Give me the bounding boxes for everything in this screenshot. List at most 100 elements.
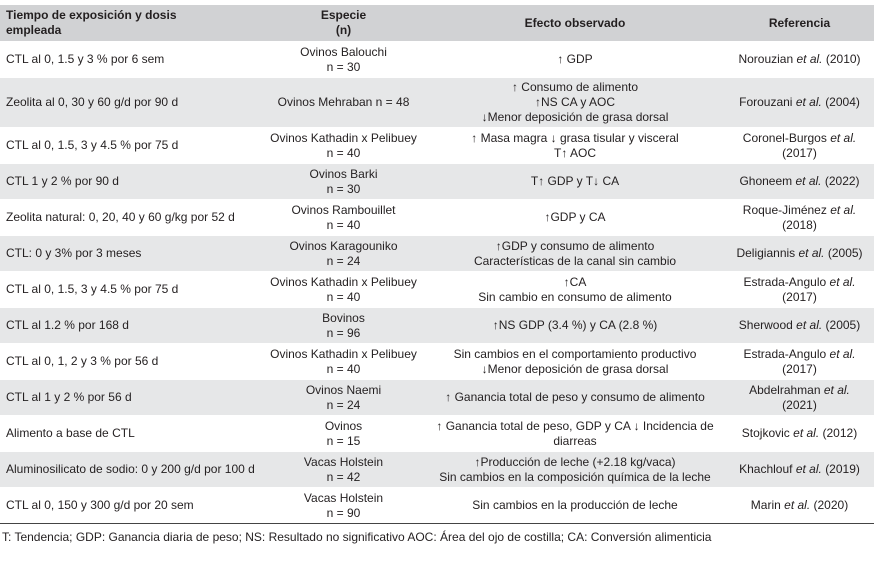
- ref-etal: et al.: [829, 274, 856, 289]
- cell-text: Ovinos Balouchi: [300, 44, 387, 59]
- cell-text: Ovinos Rambouillet: [291, 202, 396, 217]
- ref-author: Deligiannis: [736, 246, 796, 260]
- cell-text: Ovinos: [324, 418, 363, 433]
- ref-author: Ghoneem: [739, 174, 793, 188]
- ref-etal: et al.: [829, 346, 856, 361]
- ref-year: (2018): [782, 217, 817, 232]
- cell: ↑Producción de leche (+2.18 kg/vaca) Sin …: [425, 451, 725, 488]
- cell: Stojkovic et al. (2012): [725, 415, 874, 452]
- cell: CTL: 0 y 3% por 3 meses: [0, 235, 262, 272]
- ref-etal: et al.: [795, 95, 822, 109]
- ref-etal: et al.: [793, 426, 820, 440]
- header-text: Especie: [320, 8, 367, 22]
- cell: CTL al 0, 1, 2 y 3 % por 56 d: [0, 343, 262, 380]
- cell: ↑ GDP: [425, 41, 725, 78]
- cell-text: n = 42: [326, 469, 361, 484]
- cell: Roque-Jiménez et al. (2018): [725, 199, 874, 236]
- table-row: CTL al 0, 1.5, 3 y 4.5 % por 75 d Ovinos …: [0, 127, 874, 164]
- cell-text: T↑ GDP y T↓ CA: [530, 174, 620, 188]
- ref-author: Abdelrahman: [749, 382, 821, 397]
- cell: Ovinos Mehraban n = 48: [262, 77, 425, 128]
- cell: Ovinos Barki n = 30: [262, 163, 425, 200]
- cell: Vacas Holstein n = 42: [262, 451, 425, 488]
- cell-text: ↑ Consumo de alimento: [511, 80, 639, 94]
- ref-author: Roque-Jiménez: [742, 202, 827, 217]
- ref-year: (2017): [782, 289, 817, 304]
- cell: ↑ Masa magra ↓ grasa tisular y visceral T…: [425, 127, 725, 164]
- footnote: T: Tendencia; GDP: Ganancia diaria de pe…: [2, 530, 712, 544]
- cell: T↑ GDP y T↓ CA: [425, 163, 725, 200]
- table-row: CTL 1 y 2 % por 90 d Ovinos Barki n = 30 T↑…: [0, 163, 874, 200]
- cell: ↑ Consumo de alimento ↑NS CA y AOC ↓Menor …: [425, 77, 725, 128]
- cell-text: ↑NS CA y AOC: [534, 95, 616, 109]
- table-row: CTL al 0, 150 y 300 g/d por 20 sem Vacas …: [0, 487, 874, 524]
- cell-text: Ovinos Barki: [309, 166, 378, 181]
- header-text: Referencia: [768, 15, 831, 30]
- header-text: empleada: [6, 23, 62, 37]
- table-row: CTL al 0, 1.5 y 3 % por 6 sem Ovinos Balo…: [0, 41, 874, 78]
- header-text: Efecto observado: [524, 15, 626, 30]
- ref-etal: et al.: [830, 130, 857, 145]
- cell-text: ↑CA: [563, 274, 587, 289]
- cell-text: ↓Menor deposición de grasa dorsal: [481, 361, 669, 376]
- cell-text: Alimento a base de CTL: [6, 426, 135, 440]
- header-cell: Tiempo de exposición y dosis empleada: [0, 4, 262, 42]
- cell: Ovinos Kathadin x Pelibuey n = 40: [262, 271, 425, 308]
- cell: CTL al 0, 1.5 y 3 % por 6 sem: [0, 41, 262, 78]
- cell: Deligiannis et al. (2005): [725, 235, 874, 272]
- cell-text: ↑ Masa magra ↓ grasa tisular y visceral: [471, 130, 679, 145]
- table-row: Alimento a base de CTL Ovinos n = 15 ↑ Gana…: [0, 415, 874, 452]
- table-row: CTL al 0, 1, 2 y 3 % por 56 d Ovinos Kath…: [0, 343, 874, 380]
- cell-text: n = 40: [326, 361, 361, 376]
- cell-text: CTL: 0 y 3% por 3 meses: [6, 246, 142, 260]
- cell: Sin cambios en la producción de leche: [425, 487, 725, 524]
- cell-text: n = 96: [326, 325, 361, 340]
- header-row: Tiempo de exposición y dosis empleada Espe…: [0, 4, 874, 42]
- header-text: Tiempo de exposición y dosis: [6, 8, 177, 22]
- ref-year: (2010): [825, 52, 861, 66]
- cell-text: Sin cambios en la producción de leche: [472, 498, 678, 512]
- cell: Estrada-Angulo et al. (2017): [725, 271, 874, 308]
- ref-year: (2004): [825, 95, 860, 109]
- table-row: CTL al 0, 1.5, 3 y 4.5 % por 75 d Ovinos …: [0, 271, 874, 308]
- table-row: CTL al 1 y 2 % por 56 d Ovinos Naemi n = 2…: [0, 379, 874, 416]
- ref-year: (2021): [782, 397, 817, 412]
- cell-text: n = 40: [326, 217, 361, 232]
- table-row: CTL al 1.2 % por 168 d Bovinos n = 96 ↑NS G…: [0, 307, 874, 344]
- cell-text: Características de la canal sin cambio: [473, 253, 677, 268]
- cell-text: Ovinos Mehraban n = 48: [277, 95, 410, 109]
- cell: CTL al 0, 1.5, 3 y 4.5 % por 75 d: [0, 271, 262, 308]
- cell-text: CTL al 0, 1.5, 3 y 4.5 % por 75 d: [6, 282, 179, 296]
- cell: Norouzian et al. (2010): [725, 41, 874, 78]
- ref-etal: et al.: [796, 52, 823, 66]
- cell-text: n = 15: [326, 433, 361, 448]
- ref-etal: et al.: [823, 382, 850, 397]
- cell-text: CTL al 0, 1.5, 3 y 4.5 % por 75 d: [6, 138, 179, 152]
- ref-year: (2019): [825, 462, 860, 476]
- cell: Zeolita natural: 0, 20, 40 y 60 g/kg por…: [0, 199, 262, 236]
- cell: Coronel-Burgos et al. (2017): [725, 127, 874, 164]
- cell-text: Sin cambio en consumo de alimento: [478, 289, 672, 304]
- table-body: CTL al 0, 1.5 y 3 % por 6 sem Ovinos Balo…: [0, 41, 874, 524]
- cell: Ovinos Rambouillet n = 40: [262, 199, 425, 236]
- cell-text: Zeolita al 0, 30 y 60 g/d por 90 d: [6, 95, 179, 109]
- cell: Zeolita al 0, 30 y 60 g/d por 90 d: [0, 77, 262, 128]
- cell-text: ↑GDP y consumo de alimento: [495, 238, 655, 253]
- ref-author: Coronel-Burgos: [742, 130, 827, 145]
- ref-year: (2022): [824, 174, 860, 188]
- cell-text: Vacas Holstein: [303, 454, 384, 469]
- cell-text: CTL al 1 y 2 % por 56 d: [6, 390, 132, 404]
- cell-text: ↑NS GDP (3.4 %) y CA (2.8 %): [492, 318, 658, 332]
- ref-year: (2017): [782, 145, 817, 160]
- ref-author: Forouzani: [739, 95, 793, 109]
- cell-text: ↑ Ganancia total de peso y consumo de al…: [445, 390, 705, 404]
- table: Tiempo de exposición y dosis empleada Espe…: [0, 4, 874, 524]
- cell: Ovinos Balouchi n = 30: [262, 41, 425, 78]
- cell-text: n = 30: [326, 59, 361, 74]
- cell-text: n = 24: [326, 253, 361, 268]
- cell: CTL 1 y 2 % por 90 d: [0, 163, 262, 200]
- cell-text: T↑ AOC: [553, 145, 596, 160]
- cell-text: CTL al 0, 1.5 y 3 % por 6 sem: [6, 52, 165, 66]
- cell-text: ↓Menor deposición de grasa dorsal: [481, 110, 669, 124]
- ref-author: Marin: [750, 498, 781, 512]
